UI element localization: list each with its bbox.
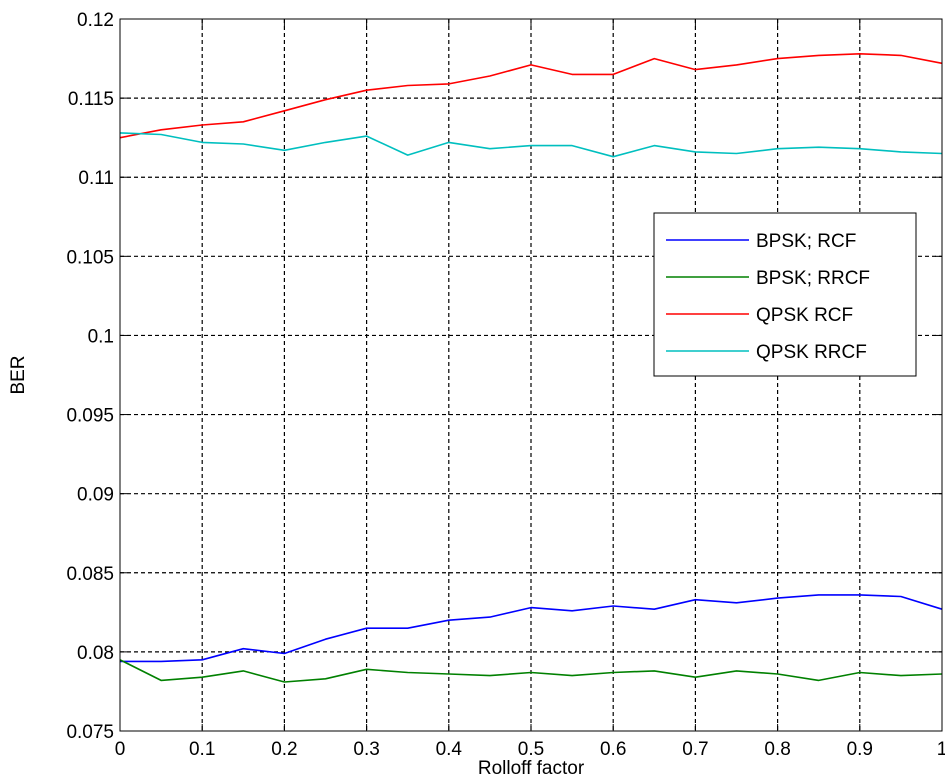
y-tick-label: 0.075 — [66, 722, 114, 743]
legend-label: BPSK; RRCF — [756, 268, 870, 289]
x-tick-label: 0 — [115, 739, 126, 760]
legend: BPSK; RCF BPSK; RRCF QPSK RCF QPSK RRCF — [653, 212, 917, 377]
y-axis-label: BER — [8, 355, 29, 394]
y-tick-label: 0.08 — [77, 643, 114, 664]
legend-label: QPSK RRCF — [756, 342, 867, 363]
x-axis-label: Rolloff factor — [478, 758, 585, 778]
x-tick-label: 1 — [937, 739, 945, 760]
x-tick-label: 0.9 — [847, 739, 873, 760]
x-tick-label: 0.1 — [189, 739, 215, 760]
y-tick-label: 0.09 — [77, 485, 114, 506]
y-tick-label: 0.105 — [66, 247, 114, 268]
series-group — [119, 52, 943, 683]
x-tick-label: 0.2 — [271, 739, 297, 760]
x-tick-label: 0.4 — [436, 739, 463, 760]
y-tick-label: 0.115 — [68, 89, 114, 110]
y-tick-label: 0.1 — [88, 326, 114, 347]
x-tick-label: 0.7 — [682, 739, 708, 760]
y-tick-label: 0.085 — [66, 564, 114, 585]
series-line-3 — [119, 52, 943, 139]
x-tick-label: 0.5 — [518, 739, 544, 760]
series-line-2 — [119, 659, 943, 683]
y-tick-label: 0.11 — [78, 168, 114, 189]
y-tick-label: 0.12 — [77, 10, 114, 31]
x-tick-label: 0.8 — [764, 739, 790, 760]
legend-label: QPSK RCF — [756, 305, 853, 326]
grid — [120, 19, 942, 731]
x-tick-label: 0.3 — [353, 739, 379, 760]
series-line-1 — [120, 594, 943, 663]
y-tick-label: 0.095 — [66, 406, 114, 427]
ticks: 0 0.1 0.2 0.3 0.4 0.5 0.6 0.7 0.8 0.9 1 0.075 0.08 0.… — [66, 10, 945, 760]
x-tick-label: 0.6 — [600, 739, 626, 760]
series-line-4 — [119, 132, 943, 158]
legend-label: BPSK; RCF — [756, 231, 856, 252]
